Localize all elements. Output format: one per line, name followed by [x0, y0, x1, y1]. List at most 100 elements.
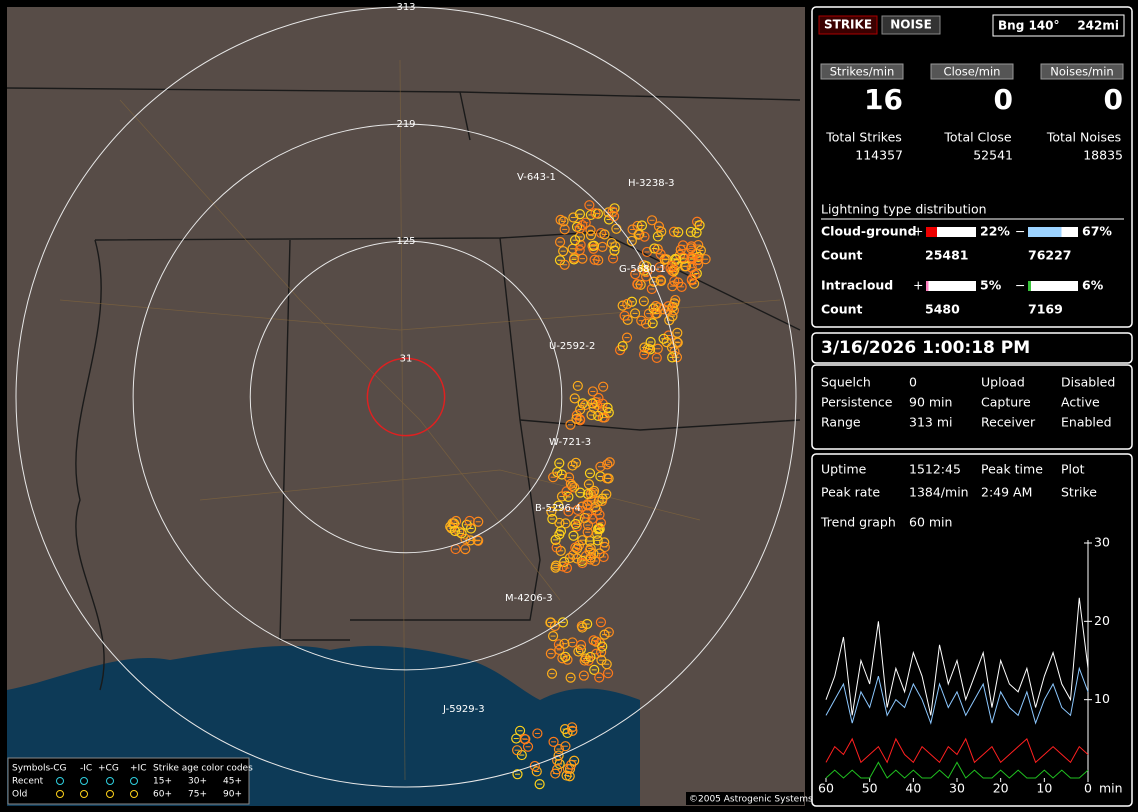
range-ring: [366, 357, 446, 437]
bar-track: [926, 227, 976, 237]
strike-symbol: [577, 622, 588, 633]
strike-symbol: [561, 562, 573, 574]
total-value: 52541: [973, 148, 1013, 163]
strike-symbol: [465, 523, 477, 534]
rate-button: [820, 63, 904, 80]
strike-button[interactable]: [818, 15, 878, 35]
sign: −: [1015, 224, 1025, 239]
strike-symbol: [570, 518, 581, 530]
legend-symbol: [106, 777, 114, 785]
strike-symbol: [578, 670, 589, 681]
legend-symbol: [130, 777, 138, 785]
strike-symbol: [456, 528, 467, 539]
bar-fill: [926, 281, 929, 291]
total-label: Total Close: [943, 130, 1012, 145]
strike-symbol: [561, 486, 572, 497]
strike-symbol: [606, 238, 617, 249]
sign: +: [913, 278, 923, 293]
strike-symbol: [661, 337, 672, 348]
strike-symbol: [568, 212, 579, 223]
strike-symbol: [519, 733, 530, 744]
strike-symbol: [648, 276, 660, 287]
strike-symbol: [653, 302, 664, 313]
strike-symbol: [565, 672, 576, 683]
strike-symbol: [685, 243, 697, 254]
strike-symbol: [569, 393, 580, 404]
total-label: Total Noises: [1046, 130, 1121, 145]
strike-symbol: [460, 544, 471, 555]
setting: 90 min: [909, 395, 952, 410]
strike-symbol: [559, 638, 570, 649]
strike-symbol: [602, 402, 613, 413]
strike-symbol: [575, 639, 587, 651]
strike-symbol: [669, 298, 680, 309]
strike-symbol: [652, 244, 663, 255]
strike-symbol: [588, 240, 600, 251]
legend-text: Symbols: [12, 764, 51, 774]
count-label: Count: [821, 302, 863, 317]
strike-symbol: [592, 535, 603, 546]
strike-symbol: [551, 542, 562, 553]
bar-track: [1028, 281, 1078, 291]
legend-age: 60+: [153, 790, 172, 800]
x-tick-label: 10: [1036, 781, 1052, 796]
strike-symbol: [588, 485, 600, 496]
legend-type: -CG: [50, 764, 67, 774]
stat: 60 min: [909, 515, 952, 530]
strike-symbol: [553, 743, 565, 755]
strike-symbol: [700, 254, 711, 265]
legend-box: [7, 757, 250, 805]
strike-symbol: [651, 352, 662, 364]
percent: 67%: [1082, 224, 1112, 239]
stat: 2:49 AM: [981, 485, 1032, 500]
range-ring: [15, 6, 797, 788]
strike-symbol: [473, 535, 484, 546]
strike-symbol: [548, 736, 559, 747]
strike-symbol: [653, 221, 665, 232]
x-tick-label: 0: [1084, 781, 1092, 796]
strike-symbol: [560, 741, 571, 752]
rate-value: 16: [864, 83, 903, 116]
strike-symbol: [554, 517, 565, 529]
trend-line: [825, 737, 1089, 764]
rate-label: Close/min: [944, 65, 1001, 79]
strike-symbol: [692, 216, 703, 227]
strike-symbol: [588, 635, 599, 646]
setting: Disabled: [1061, 375, 1115, 390]
strike-symbol: [592, 399, 603, 411]
strike-symbol: [565, 478, 576, 489]
strike-symbol: [658, 333, 669, 344]
strike-symbol: [626, 296, 637, 307]
noise-button[interactable]: [881, 15, 941, 35]
strike-symbol: [575, 487, 586, 498]
strike-symbol: [594, 524, 605, 535]
range-rings: 313 219 125 31: [15, 2, 797, 788]
setting: 0: [909, 375, 917, 390]
strike-symbol: [569, 235, 581, 246]
storm-label: U-2592-2: [549, 341, 595, 352]
type-label: Cloud-ground: [821, 224, 917, 239]
range-label: 125: [396, 236, 415, 247]
strike-symbol: [665, 263, 676, 274]
stat: 1512:45: [909, 462, 961, 477]
strike-symbol: [566, 722, 578, 733]
legend-age: 90+: [223, 790, 242, 800]
strike-symbol: [619, 310, 630, 321]
strike-symbol: [449, 525, 461, 537]
strike-symbol: [677, 252, 688, 263]
strike-symbol: [584, 468, 596, 479]
strike-symbol: [553, 500, 564, 511]
stat: Peak rate: [821, 485, 880, 500]
strike-symbol: [633, 229, 644, 240]
strike-symbol: [585, 543, 596, 554]
stat: Plot: [1061, 462, 1085, 477]
bar-fill: [1028, 227, 1062, 237]
strike-symbol: [545, 617, 556, 628]
strike-symbols: [445, 200, 711, 790]
storm-label: J-5929-3: [442, 704, 485, 715]
trend-line: [825, 666, 1089, 725]
legend-age: 15+: [153, 777, 172, 787]
count: 7169: [1028, 302, 1063, 317]
strike-symbol: [571, 413, 582, 424]
